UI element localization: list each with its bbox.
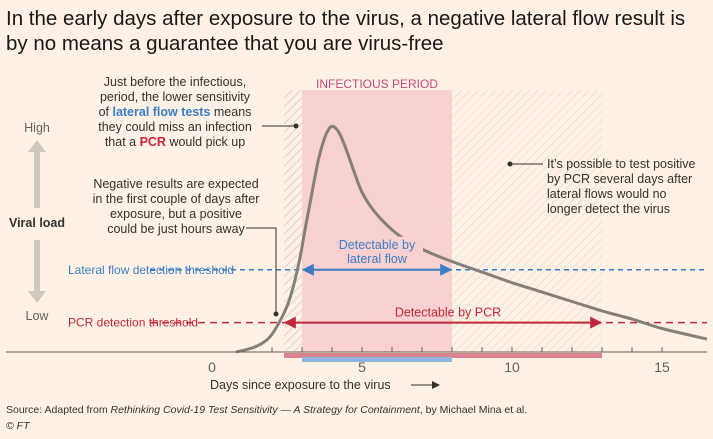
annotations: Just before the infectious,period, the l… bbox=[93, 75, 696, 317]
lateral-flow-threshold-label: Lateral flow detection threshold bbox=[68, 263, 234, 277]
annotation-line: longer detect the virus bbox=[547, 202, 670, 216]
annotation-line: they could miss an infection bbox=[98, 120, 252, 134]
annotation-text: means bbox=[210, 105, 251, 119]
annotation-text: in the first couple of days after bbox=[93, 192, 260, 206]
annotation-text: could be just hours away bbox=[107, 222, 245, 236]
annotation-text: by PCR several days after bbox=[547, 172, 692, 186]
x-tick-label: 15 bbox=[654, 359, 670, 375]
annotation-text: that a bbox=[105, 135, 140, 149]
y-low-label: Low bbox=[26, 309, 50, 323]
source-note: Source: Adapted from Rethinking Covid-19… bbox=[6, 404, 527, 416]
copyright: © FT bbox=[6, 420, 30, 432]
post-infectious-hatch bbox=[452, 90, 602, 352]
x-axis-label: Days since exposure to the virus bbox=[210, 378, 391, 392]
annotation-text: exposure, but a positive bbox=[110, 207, 242, 221]
annotation-line: period, the lower sensitivity bbox=[100, 90, 251, 104]
lateral-flow-detectable-label: Detectable by bbox=[339, 238, 416, 252]
annotation-text: longer detect the virus bbox=[547, 202, 670, 216]
leader-line bbox=[246, 227, 277, 314]
viral-load-chart: INFECTIOUS PERIOD Lateral flow detection… bbox=[6, 75, 708, 392]
annotation-line: exposure, but a positive bbox=[110, 207, 242, 221]
annotation-text: they could miss an infection bbox=[98, 120, 252, 134]
annotation-text: It’s possible to test positive bbox=[547, 157, 696, 171]
y-arrow-down-icon bbox=[28, 240, 46, 303]
annotation-line: lateral flows would no bbox=[547, 187, 667, 201]
annotation-text: lateral flow tests bbox=[112, 105, 210, 119]
annotation-line: could be just hours away bbox=[107, 222, 245, 236]
annotation-text: lateral flows would no bbox=[547, 187, 667, 201]
pcr-detectable-strip bbox=[284, 353, 602, 358]
x-tick-label: 10 bbox=[504, 359, 520, 375]
x-axis-arrowhead bbox=[432, 381, 440, 389]
x-axis-ticks: 0 5 10 15 bbox=[208, 347, 670, 375]
viral-load-curve bbox=[235, 124, 708, 354]
annotation-line: Just before the infectious, bbox=[104, 75, 246, 89]
source-suffix: , by Michael Mina et al. bbox=[419, 404, 528, 416]
x-tick-label: 0 bbox=[208, 359, 216, 375]
source-work: Rethinking Covid-19 Test Sensitivity — A… bbox=[110, 404, 420, 416]
pcr-detectable-label: Detectable by PCR bbox=[395, 306, 501, 320]
annotation-line: It’s possible to test positive bbox=[547, 157, 696, 171]
infectious-period-label: INFECTIOUS PERIOD bbox=[316, 77, 438, 91]
y-axis-label: Viral load bbox=[9, 216, 65, 230]
pcr-threshold-label: PCR detection threshold bbox=[68, 316, 198, 330]
leader-dot bbox=[273, 311, 279, 317]
annotation-text: PCR bbox=[140, 135, 166, 149]
annotation-line: that a PCR would pick up bbox=[105, 135, 245, 149]
y-arrow-up-icon bbox=[28, 140, 46, 208]
y-high-label: High bbox=[24, 121, 50, 135]
annotation-text: Just before the infectious, bbox=[104, 75, 246, 89]
leader-dot bbox=[507, 161, 513, 167]
pre-infectious-hatch bbox=[284, 90, 302, 352]
annotation-text: of bbox=[99, 105, 113, 119]
annotation-line: in the first couple of days after bbox=[93, 192, 260, 206]
annotation-text: would pick up bbox=[166, 135, 245, 149]
annotation-text: period, the lower sensitivity bbox=[100, 90, 251, 104]
annotation-line: of lateral flow tests means bbox=[99, 105, 252, 119]
lateral-flow-detectable-label-bg bbox=[331, 236, 423, 265]
lateral-flow-detectable-label-line2: lateral flow bbox=[347, 252, 408, 266]
annotation-line: by PCR several days after bbox=[547, 172, 692, 186]
leader-dot bbox=[293, 123, 299, 129]
x-tick-label: 5 bbox=[358, 359, 366, 375]
annotation-text: Negative results are expected bbox=[93, 177, 258, 191]
source-prefix: Source: Adapted from bbox=[6, 404, 111, 416]
chart-title: In the early days after exposure to the … bbox=[6, 7, 686, 55]
lateral-flow-detectable-strip bbox=[302, 357, 452, 362]
annotation-line: Negative results are expected bbox=[93, 177, 258, 191]
